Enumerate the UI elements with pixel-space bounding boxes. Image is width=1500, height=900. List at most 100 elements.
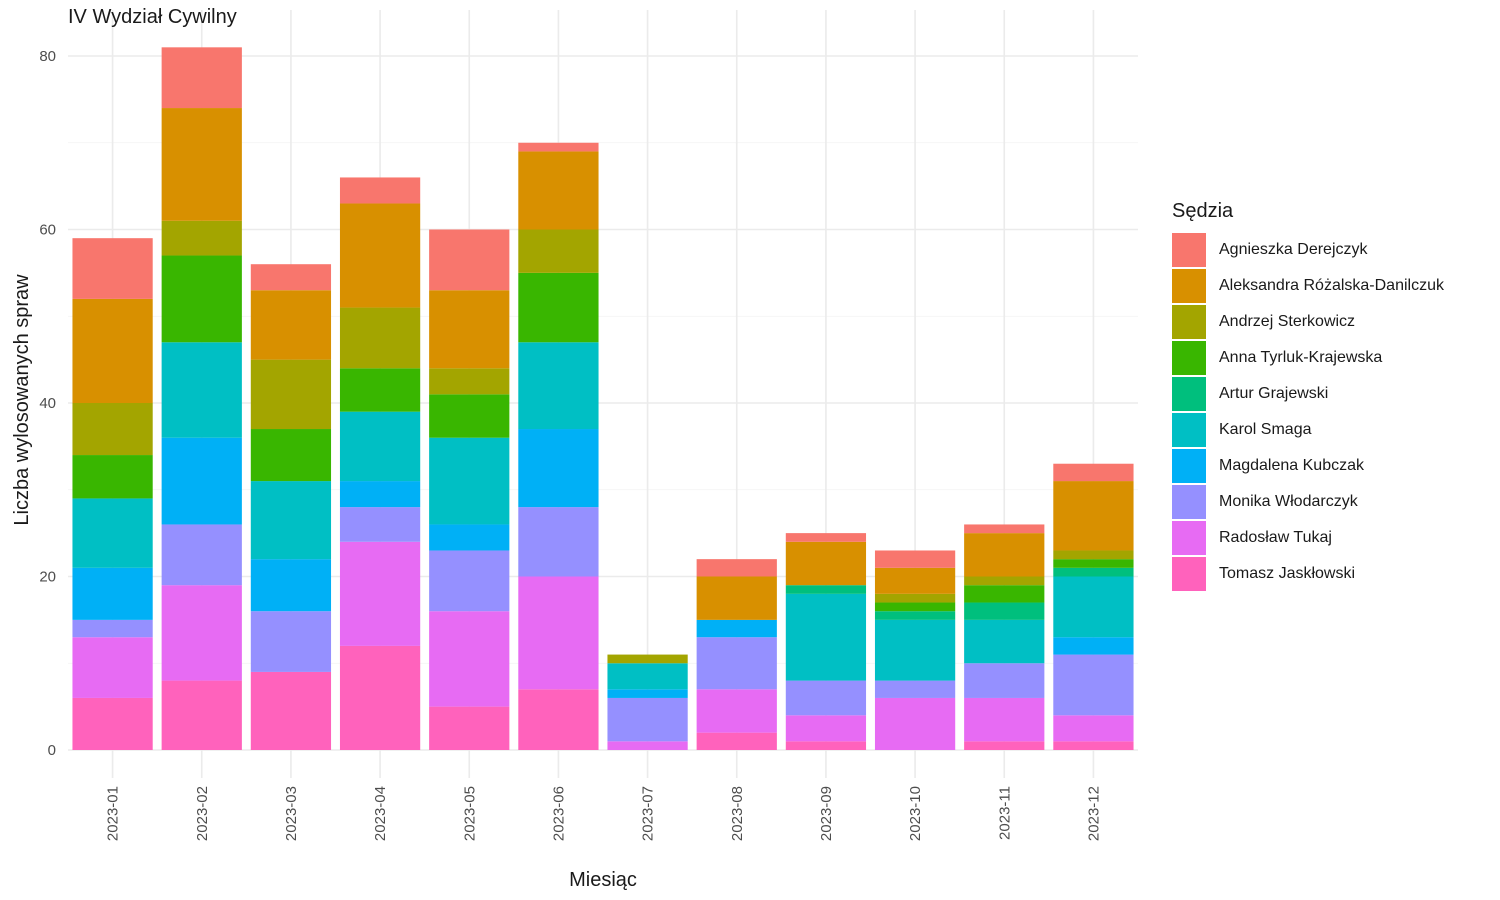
y-tick-label: 80 [39,48,56,65]
bar-segment [72,697,153,750]
bar-segment [785,715,867,742]
y-tick-label: 60 [39,222,56,239]
bar-segment [874,611,956,620]
x-tick-label: 2023-04 [372,786,389,841]
x-tick-label: 2023-03 [283,786,300,841]
legend-item: Monika Włodarczyk [1172,484,1444,520]
legend-label: Aleksandra Różalska-Danilczuk [1219,277,1444,294]
bar-segment [696,689,777,733]
bar-segment [518,272,599,343]
bar-segment [518,142,599,152]
x-tick-label: 2023-10 [907,786,924,841]
bar-segment [1053,559,1134,568]
x-tick-label: 2023-07 [640,786,657,841]
legend: Sędzia Agnieszka Derejczyk Aleksandra Róż… [1172,200,1444,592]
legend-swatch [1172,269,1206,303]
bar-segment [518,151,599,230]
bar-segment [874,602,956,612]
bar-segment [429,368,510,395]
bar-segment [964,576,1045,586]
legend-label: Magdalena Kubczak [1219,457,1364,474]
legend-swatch [1172,557,1206,591]
bar-segment [429,611,510,707]
x-tick-label: 2023-12 [1085,786,1102,841]
bar-segment [964,524,1045,534]
bar-segment [518,507,599,577]
legend-label: Agnieszka Derejczyk [1219,241,1368,258]
bar-segment [785,680,867,716]
bar-segment [696,637,777,690]
legend-swatch [1172,305,1206,339]
bar-segment [429,550,510,612]
bar-segment [964,663,1045,698]
bar-segment [429,229,510,291]
bar-segment [161,47,242,109]
bar-segment [161,437,242,525]
legend-swatch [1172,521,1206,555]
bar-segment [785,541,867,586]
x-tick-label: 2023-02 [194,786,211,841]
bar-segment [429,524,510,551]
legend-item: Magdalena Kubczak [1172,448,1444,484]
legend-label: Artur Grajewski [1219,385,1329,402]
bar-segment [250,290,332,360]
bar-segment [72,498,153,568]
bar-segment [161,680,242,750]
bar-segment [964,533,1045,577]
bar-segment [250,264,332,291]
bar-segment [874,593,956,603]
bar-segment [161,585,242,681]
y-tick-label: 40 [39,395,56,412]
bar-segment [161,342,242,438]
x-tick-label: 2023-01 [105,786,122,841]
bar-segment [1053,654,1134,716]
legend-label: Karol Smaga [1219,421,1312,438]
legend-swatch [1172,449,1206,483]
bar-segment [785,585,867,594]
bar-segment [874,567,956,594]
bar-segment [250,481,332,560]
bar-segment [696,732,777,750]
bar-segment [607,689,688,698]
bar-segment [1053,637,1134,655]
y-tick-label: 0 [48,742,56,759]
bar-segment [607,697,688,742]
bar-segment [339,411,421,482]
legend-swatch [1172,485,1206,519]
x-tick-label: 2023-09 [818,786,835,841]
bar-segment [339,203,421,308]
bar-segment [72,403,153,456]
axes: 0 20 40 60 80 2023-01 2023-02 2023-03 2023-04 202… [39,48,1102,841]
bar-segment [964,619,1045,664]
legend-item: Tomasz Jaskłowski [1172,556,1444,592]
bar-segment [429,394,510,438]
bar-segment [339,368,421,412]
legend-item: Radosław Tukaj [1172,520,1444,556]
legend-items: Agnieszka Derejczyk Aleksandra Różalska-D… [1172,232,1444,592]
bar-segment [874,680,956,698]
x-tick-label: 2023-06 [550,786,567,841]
bar-segment [72,619,153,638]
legend-item: Artur Grajewski [1172,376,1444,412]
bar-segment [250,611,332,672]
bar-segment [339,307,421,369]
legend-item: Agnieszka Derejczyk [1172,232,1444,268]
bar-segment [250,671,332,750]
legend-label: Radosław Tukaj [1219,529,1332,546]
bar-segment [72,238,153,299]
bar-segment [1053,481,1134,551]
bar-segment [1053,463,1134,482]
bars [72,47,1134,750]
bar-segment [874,619,956,681]
x-tick-label: 2023-05 [461,786,478,841]
x-tick-label: 2023-08 [729,786,746,841]
bar-segment [250,429,332,482]
bar-segment [518,576,599,690]
legend-label: Anna Tyrluk-Krajewska [1219,349,1383,366]
bar-segment [518,229,599,273]
bar-segment [72,455,153,499]
bar-segment [696,619,777,638]
bar-segment [72,567,153,620]
bar-segment [607,654,688,664]
bar-segment [339,177,421,204]
